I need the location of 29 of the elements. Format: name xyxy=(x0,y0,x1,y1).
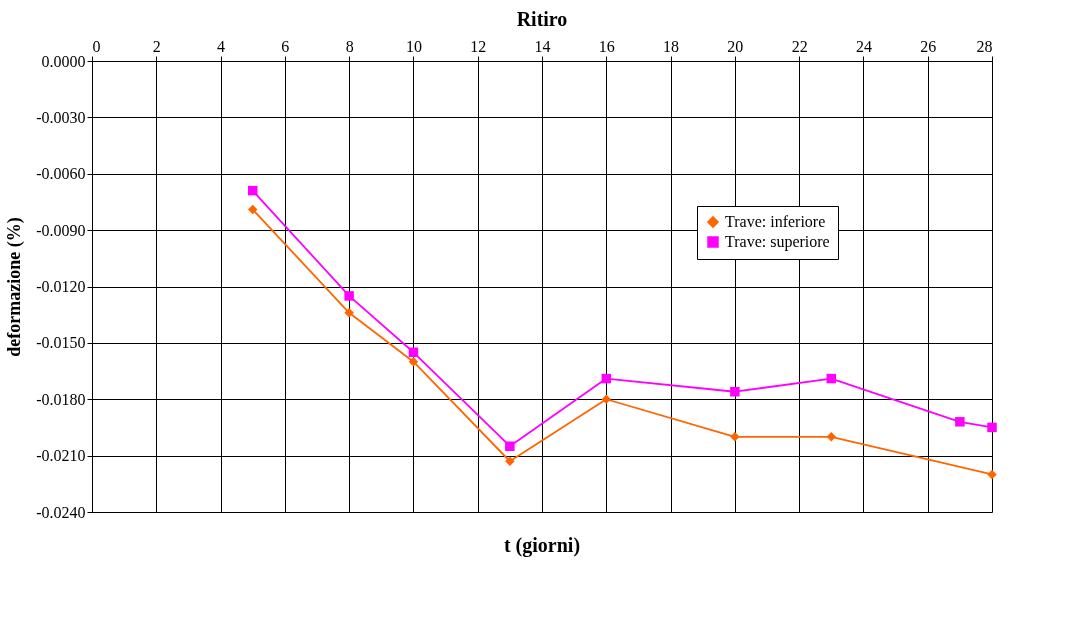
x-tick-label: 16 xyxy=(598,37,615,55)
x-tick-label: 20 xyxy=(727,37,744,55)
y-tick-label: -0.0090 xyxy=(36,221,86,239)
x-tick-label: 18 xyxy=(663,37,680,55)
y-tick-label: -0.0210 xyxy=(36,447,86,465)
x-tick-label: 22 xyxy=(791,37,808,55)
y-axis-title: deformazione (%) xyxy=(4,217,26,357)
y-tick-label: -0.0180 xyxy=(36,390,86,408)
x-tick-label: 24 xyxy=(855,37,872,55)
x-tick-label: 26 xyxy=(920,37,937,55)
y-tick-label: -0.0060 xyxy=(36,165,86,183)
legend-label: Trave: superiore xyxy=(725,233,830,251)
x-tick-label: 28 xyxy=(976,37,993,55)
x-tick-label: 4 xyxy=(217,37,226,55)
x-tick-label: 12 xyxy=(470,37,487,55)
x-tick-label: 2 xyxy=(152,37,161,55)
y-tick-label: 0.0000 xyxy=(41,52,86,70)
x-tick-label: 14 xyxy=(534,37,551,55)
x-axis-title: t (giorni) xyxy=(503,534,581,557)
y-tick-label: -0.0030 xyxy=(36,108,86,126)
x-tick-label: 10 xyxy=(405,37,422,55)
x-tick-label: 6 xyxy=(281,37,290,55)
y-tick-label: -0.0150 xyxy=(36,334,86,352)
chart-title: Ritiro xyxy=(516,8,568,30)
x-tick-label: 8 xyxy=(345,37,354,55)
legend-label: Trave: inferiore xyxy=(725,213,826,230)
y-tick-label: -0.0240 xyxy=(36,503,86,521)
x-tick-label: 0 xyxy=(92,37,101,55)
y-tick-label: -0.0120 xyxy=(36,278,86,295)
